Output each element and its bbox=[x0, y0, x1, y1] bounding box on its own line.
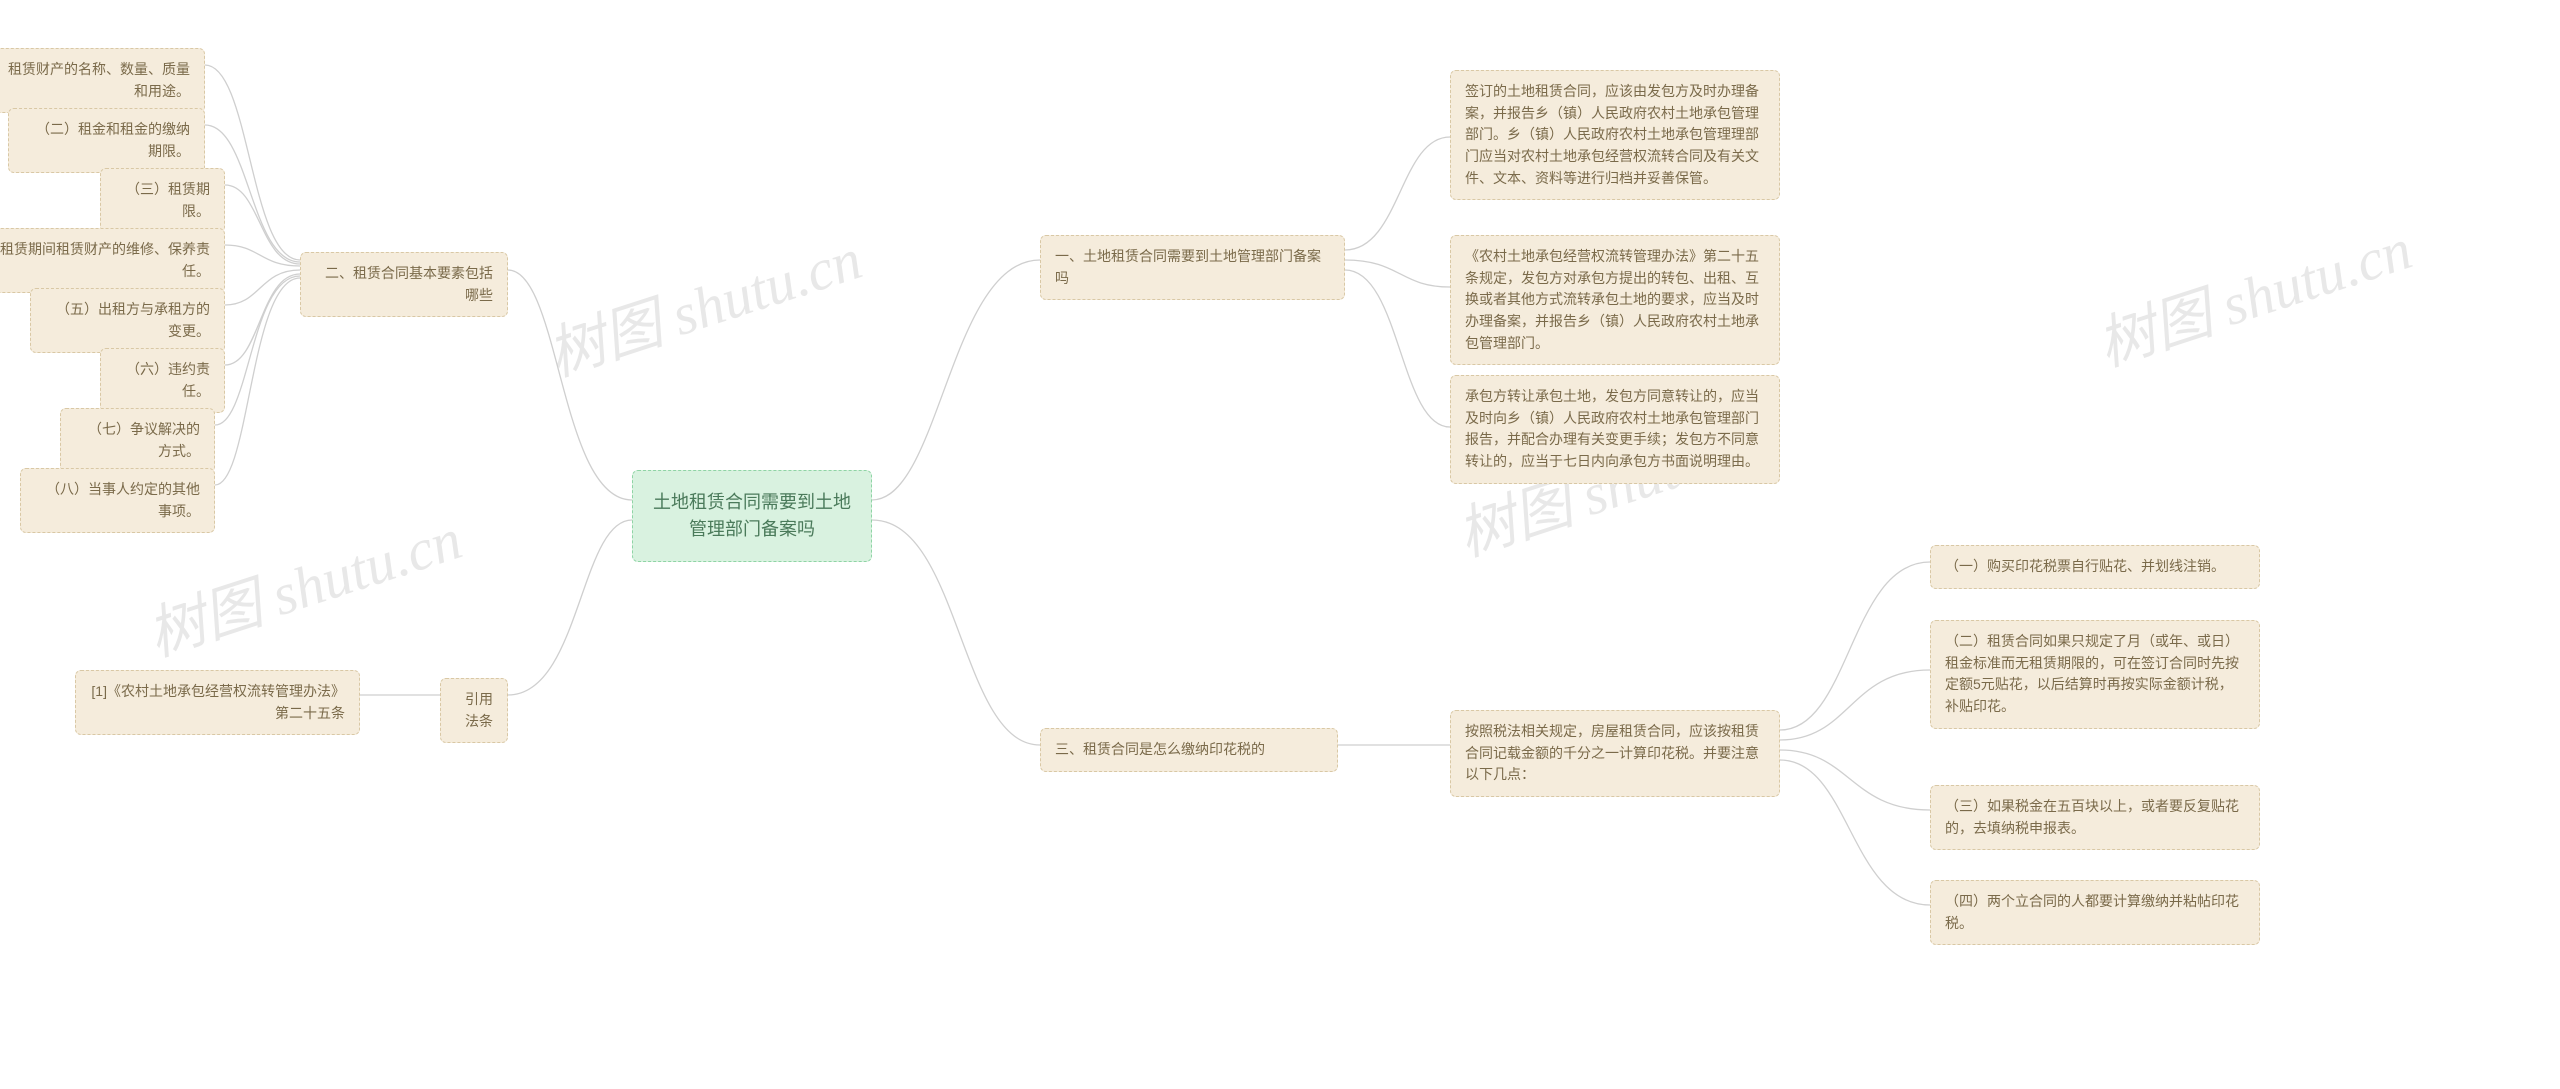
root-line2: 管理部门备案吗 bbox=[689, 519, 815, 539]
section1-p3: 承包方转让承包土地，发包方同意转让的，应当及时向乡（镇）人民政府农村土地承包管理… bbox=[1450, 375, 1780, 484]
section2-item6: （六）违约责任。 bbox=[100, 348, 225, 413]
section2-item2: （二）租金和租金的缴纳期限。 bbox=[8, 108, 205, 173]
ref-title: 引用法条 bbox=[440, 678, 508, 743]
section2-item8: （八）当事人约定的其他事项。 bbox=[20, 468, 215, 533]
watermark: 树图 shutu.cn bbox=[2085, 202, 2420, 382]
watermark: 树图 shutu.cn bbox=[535, 212, 870, 392]
section1-title: 一、土地租赁合同需要到土地管理部门备案吗 bbox=[1040, 235, 1345, 300]
section3-intro: 按照税法相关规定，房屋租赁合同，应该按租赁合同记载金额的千分之一计算印花税。并要… bbox=[1450, 710, 1780, 797]
section2-item3: （三）租赁期限。 bbox=[100, 168, 225, 233]
section1-p1: 签订的土地租赁合同，应该由发包方及时办理备案，并报告乡（镇）人民政府农村土地承包… bbox=[1450, 70, 1780, 200]
ref-item1: [1]《农村土地承包经营权流转管理办法》第二十五条 bbox=[75, 670, 360, 735]
section3-item1: （一）购买印花税票自行贴花、并划线注销。 bbox=[1930, 545, 2260, 589]
section1-p2: 《农村土地承包经营权流转管理办法》第二十五条规定，发包方对承包方提出的转包、出租… bbox=[1450, 235, 1780, 365]
root-line1: 土地租赁合同需要到土地 bbox=[653, 492, 851, 512]
section3-item4: （四）两个立合同的人都要计算缴纳并粘帖印花税。 bbox=[1930, 880, 2260, 945]
section2-item5: （五）出租方与承租方的变更。 bbox=[30, 288, 225, 353]
section2-title: 二、租赁合同基本要素包括哪些 bbox=[300, 252, 508, 317]
section3-item2: （二）租赁合同如果只规定了月（或年、或日）租金标准而无租赁期限的，可在签订合同时… bbox=[1930, 620, 2260, 729]
section3-item3: （三）如果税金在五百块以上，或者要反复贴花的，去填纳税申报表。 bbox=[1930, 785, 2260, 850]
section2-item7: （七）争议解决的方式。 bbox=[60, 408, 215, 473]
section3-title: 三、租赁合同是怎么缴纳印花税的 bbox=[1040, 728, 1338, 772]
section2-item4: （四）租赁期间租赁财产的维修、保养责任。 bbox=[0, 228, 225, 293]
section2-item1: （一）租赁财产的名称、数量、质量和用途。 bbox=[0, 48, 205, 113]
root-node: 土地租赁合同需要到土地 管理部门备案吗 bbox=[632, 470, 872, 562]
